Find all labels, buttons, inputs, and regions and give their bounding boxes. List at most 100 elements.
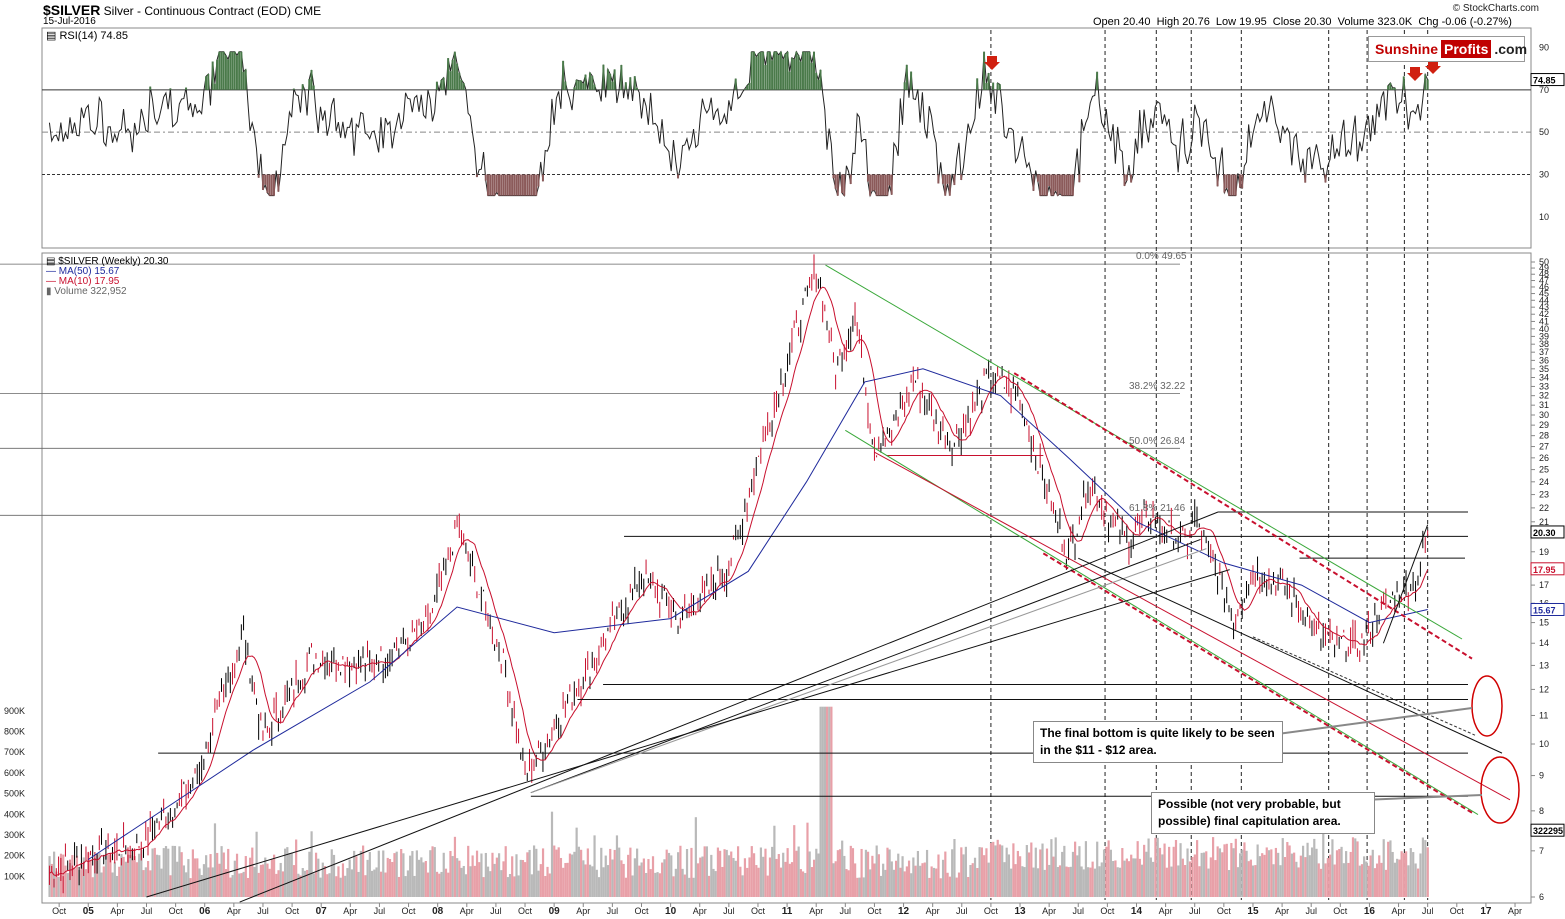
volume-bar <box>1234 838 1237 897</box>
volume-bar <box>645 872 648 897</box>
volume-bar <box>1345 851 1348 897</box>
fib-label-618: 61.8% 21.46 <box>1129 503 1186 514</box>
x-tick-label: Apr <box>343 906 357 916</box>
price-tick-label: 32 <box>1539 391 1549 401</box>
volume-bar <box>636 848 639 897</box>
x-tick-label: Jul <box>1305 906 1317 916</box>
ma10-badge-box <box>1530 562 1565 576</box>
volume-bar <box>1202 852 1206 897</box>
volume-bar <box>1118 867 1122 897</box>
volume-bar <box>521 860 525 897</box>
x-tick-label: Jul <box>374 906 386 916</box>
volume-bar <box>142 870 145 897</box>
volume-bar <box>257 872 260 897</box>
volume-bar <box>768 857 772 897</box>
volume-bar <box>1236 867 1240 897</box>
long-trendline-3 <box>530 548 1207 794</box>
volume-bar <box>910 873 913 897</box>
volume-bar <box>903 871 906 897</box>
x-tick-label: Apr <box>460 906 474 916</box>
price-tick-label: 28 <box>1539 431 1549 441</box>
volume-bar <box>914 865 917 897</box>
volume-bar <box>1356 841 1359 897</box>
callout-final-bottom: The final bottom is quite likely to be s… <box>1033 721 1283 763</box>
x-tick-label: Apr <box>227 906 241 916</box>
volume-bar <box>777 854 780 897</box>
volume-bar <box>631 875 634 897</box>
volume-bar <box>1416 868 1420 897</box>
volume-bar <box>557 847 560 897</box>
volume-bar <box>627 854 630 897</box>
volume-bar <box>292 865 296 897</box>
volume-bar <box>1102 849 1106 897</box>
volume-bar <box>869 869 872 897</box>
volume-bar <box>1001 845 1004 897</box>
x-tick-label: Oct <box>1333 906 1348 916</box>
volume-bar <box>832 863 835 897</box>
volume-bar <box>530 874 533 897</box>
volume-bar <box>1098 866 1101 897</box>
volume-bar <box>888 849 891 897</box>
volume-bar <box>1043 869 1046 897</box>
volume-bar <box>1116 867 1119 897</box>
volume-bar <box>330 849 333 897</box>
volume-bar <box>140 849 143 897</box>
volume-bar <box>559 857 563 897</box>
volume-bar <box>841 840 844 897</box>
volume-bar <box>122 856 125 897</box>
x-tick-label: 14 <box>1131 906 1143 917</box>
price-tick-label: 13 <box>1539 660 1549 670</box>
volume-bar <box>1363 856 1366 897</box>
volume-bar <box>707 875 711 897</box>
volume-bar <box>960 847 963 897</box>
volume-bar <box>409 855 412 897</box>
volume-bar <box>866 851 870 897</box>
volume-bar <box>577 846 580 897</box>
volume-bar <box>779 867 783 897</box>
callout-pointer-2 <box>1361 794 1483 801</box>
volume-bar <box>447 872 450 897</box>
volume-bar <box>1198 866 1201 897</box>
volume-bar <box>500 870 503 897</box>
volume-tick-label: 400K <box>4 809 25 819</box>
volume-bar <box>1249 859 1253 897</box>
volume-bar <box>732 857 735 897</box>
volume-bar <box>133 856 136 897</box>
volume-bar <box>935 868 938 897</box>
volume-tick-label: 800K <box>4 727 25 737</box>
volume-bar <box>319 877 322 897</box>
volume-bar <box>845 869 848 897</box>
volume-bar <box>871 855 874 897</box>
price-tick-label: 11 <box>1539 710 1548 720</box>
price-tick-label: 25 <box>1539 465 1549 475</box>
price-tick-label: 38 <box>1539 339 1549 349</box>
volume-bar <box>373 869 376 897</box>
volume-bar <box>75 855 79 897</box>
volume-bar <box>93 857 97 897</box>
volume-bar <box>879 875 883 897</box>
volume-bar <box>207 867 210 897</box>
volume-bar <box>420 857 423 897</box>
volume-bar <box>1109 849 1113 897</box>
volume-bar <box>897 853 900 897</box>
volume-bar <box>550 811 554 897</box>
volume-bar <box>606 865 610 897</box>
volume-tick-label: 500K <box>4 789 25 799</box>
volume-bar <box>748 857 751 897</box>
volume-bar <box>1052 856 1055 897</box>
volume-bar <box>705 846 708 897</box>
volume-badge-box <box>1530 823 1565 837</box>
volume-bar <box>160 868 163 897</box>
volume-bar <box>613 849 616 897</box>
volume-bar <box>222 852 225 897</box>
volume-bar <box>284 848 287 897</box>
volume-tick-label: 700K <box>4 747 25 757</box>
x-tick-label: Jul <box>1073 906 1085 916</box>
volume-bar <box>784 861 787 897</box>
volume-bar <box>202 864 206 897</box>
volume-bar <box>368 852 371 897</box>
x-tick-label: Apr <box>576 906 590 916</box>
volume-bar <box>1324 863 1327 897</box>
volume-bar <box>517 875 520 897</box>
price-tick-label: 43 <box>1539 302 1549 312</box>
